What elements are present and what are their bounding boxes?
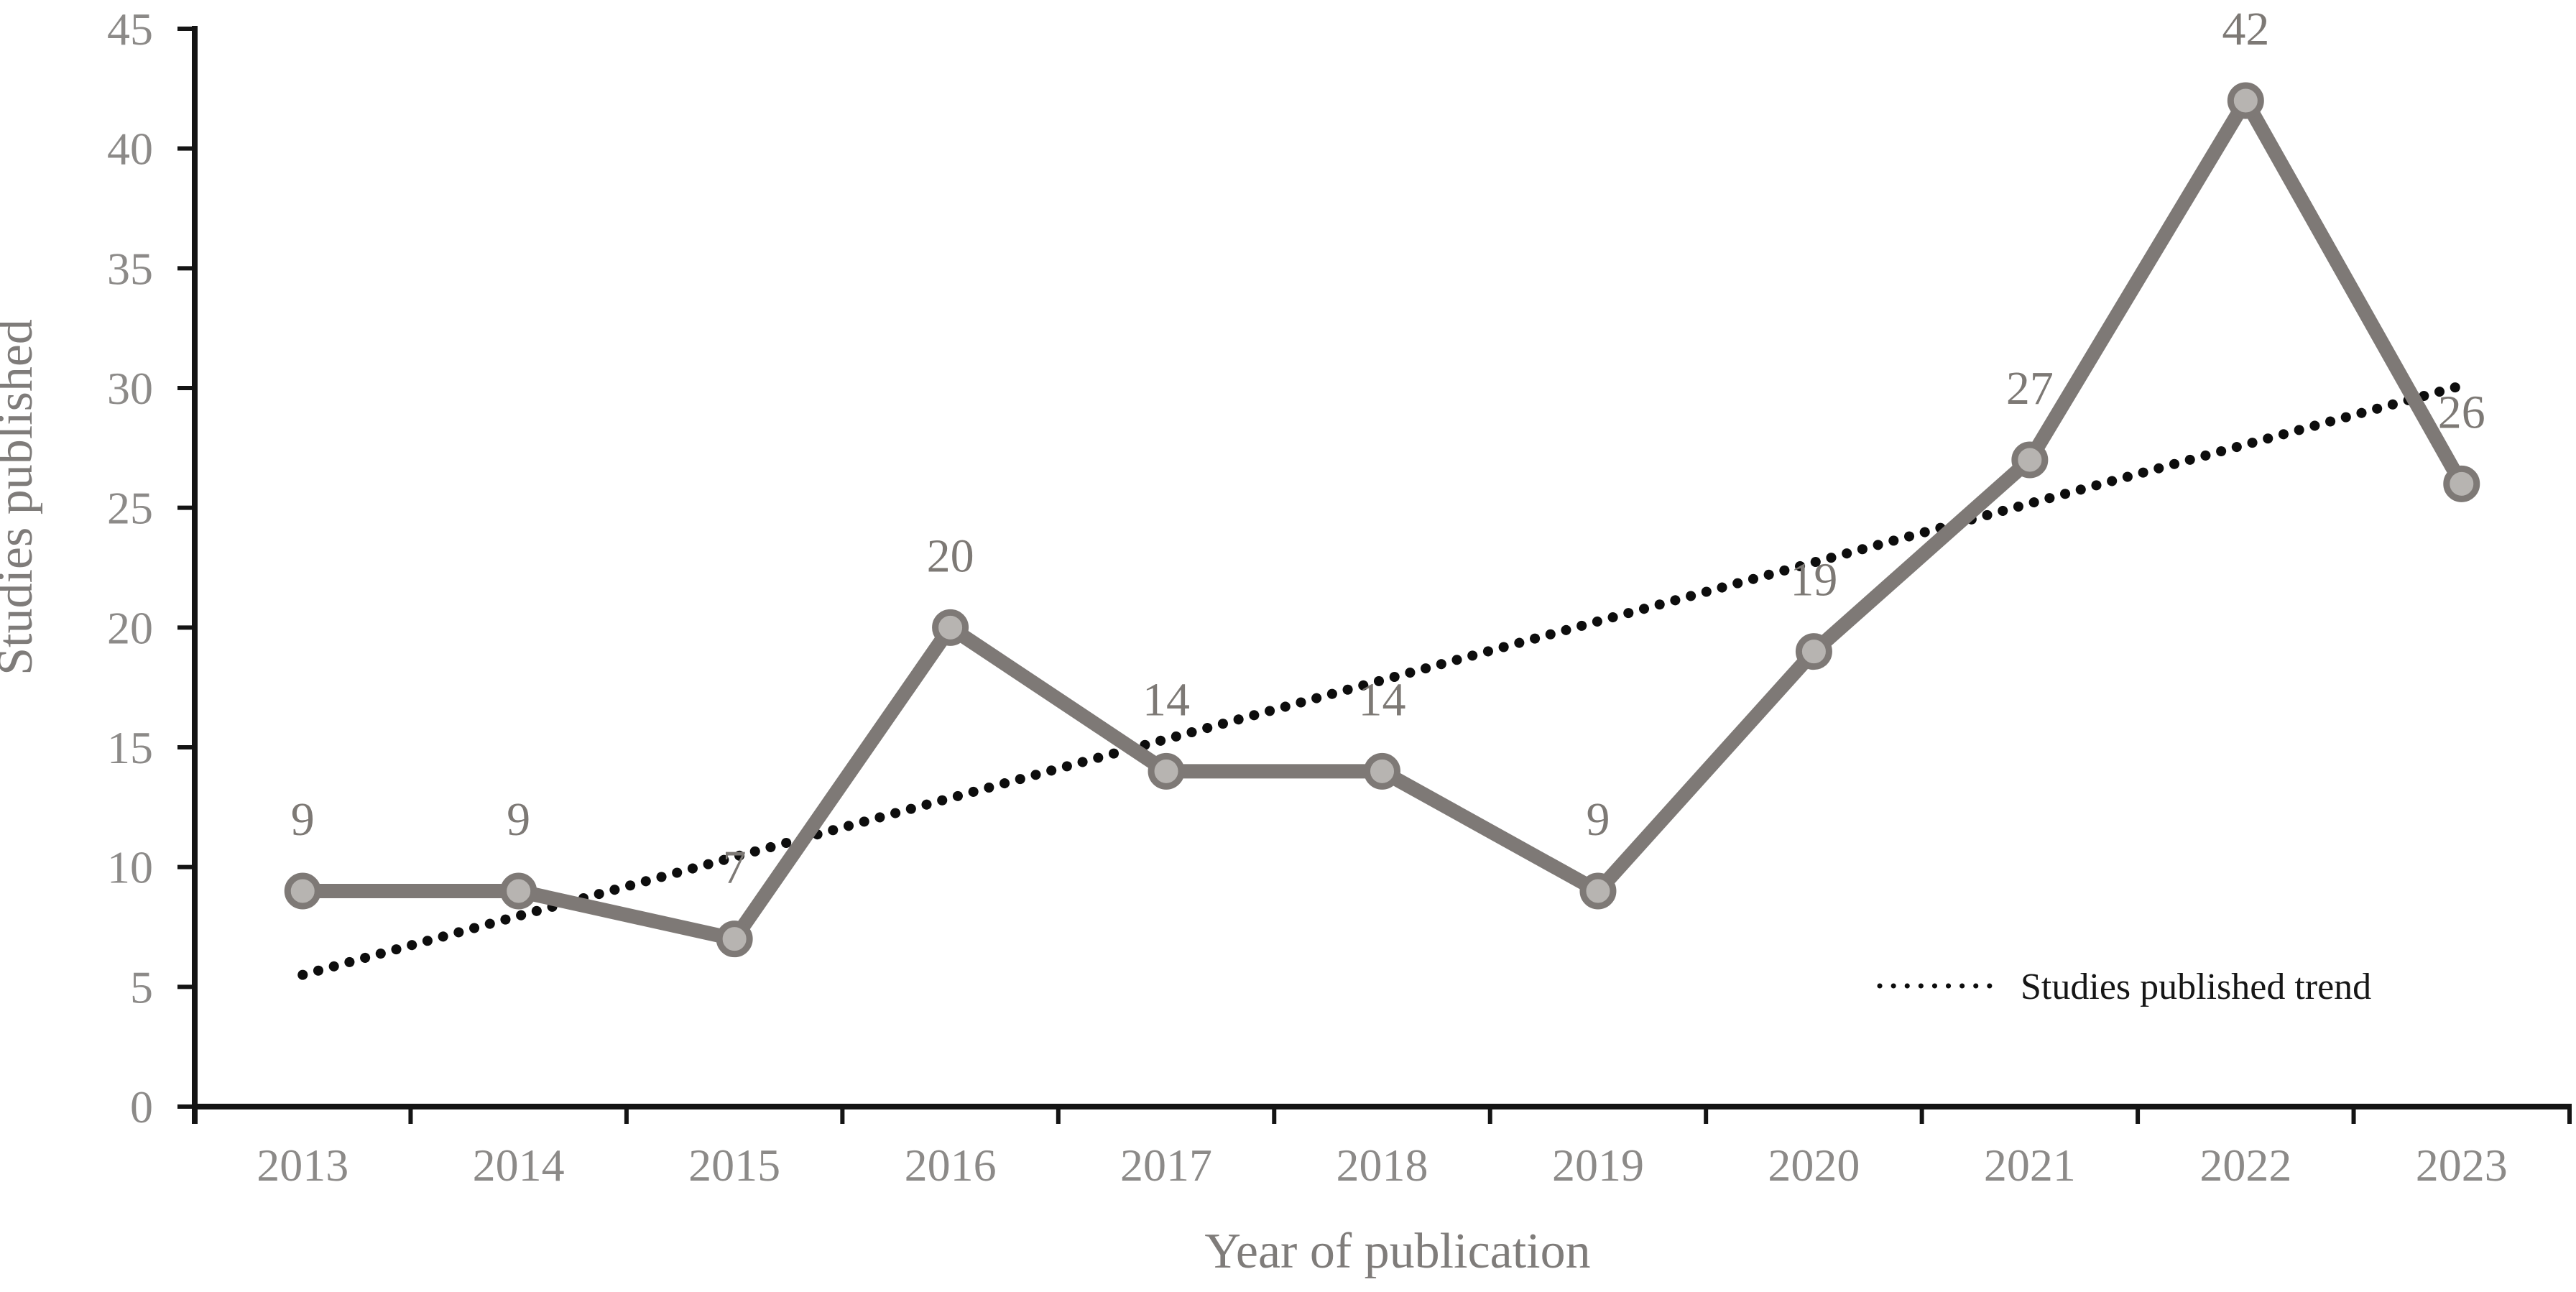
legend-trend-label: Studies published trend xyxy=(2021,966,2371,1007)
y-tick-label: 25 xyxy=(107,483,153,534)
y-tick-label: 35 xyxy=(107,243,153,294)
data-point-marker xyxy=(2443,465,2480,502)
y-tick-label: 10 xyxy=(107,842,153,893)
legend: Studies published trend xyxy=(1877,966,2371,1007)
data-point-marker xyxy=(1148,752,1185,790)
x-tick-label: 2015 xyxy=(688,1140,780,1191)
data-point-label: 42 xyxy=(2222,3,2269,55)
x-tick-label: 2020 xyxy=(1768,1140,1860,1191)
data-point-marker xyxy=(284,872,321,910)
x-tick-label: 2014 xyxy=(473,1140,565,1191)
data-point-marker xyxy=(2227,82,2264,119)
y-tick-label: 45 xyxy=(107,4,153,55)
data-point-label: 26 xyxy=(2438,386,2485,438)
data-point-label: 14 xyxy=(1359,673,1406,726)
x-tick-label: 2016 xyxy=(905,1140,997,1191)
x-tick-label: 2018 xyxy=(1337,1140,1428,1191)
y-tick-label: 0 xyxy=(130,1081,153,1132)
data-point-marker xyxy=(932,609,969,646)
x-axis-title: Year of publication xyxy=(1204,1224,1590,1279)
data-point-marker xyxy=(500,872,537,910)
data-point-label: 9 xyxy=(291,793,315,846)
data-point-label: 9 xyxy=(507,793,530,846)
x-tick-label: 2022 xyxy=(2199,1140,2291,1191)
data-point-marker xyxy=(716,920,753,958)
x-tick-label: 2013 xyxy=(257,1140,348,1191)
x-tick-label: 2023 xyxy=(2416,1140,2508,1191)
y-tick-label: 5 xyxy=(130,961,153,1012)
x-tick-label: 2021 xyxy=(1984,1140,2076,1191)
data-point-label: 19 xyxy=(1790,554,1837,606)
data-point-label: 27 xyxy=(2006,362,2054,415)
x-tick-label: 2017 xyxy=(1120,1140,1212,1191)
y-axis-title: Studies published xyxy=(0,319,43,675)
data-point-marker xyxy=(2011,441,2049,479)
data-point-label: 9 xyxy=(1586,793,1610,846)
y-tick-label: 30 xyxy=(107,363,153,414)
y-tick-label: 15 xyxy=(107,722,153,773)
data-point-marker xyxy=(1364,752,1400,790)
x-tick-label: 2019 xyxy=(1552,1140,1644,1191)
data-point-marker xyxy=(1795,633,1832,670)
data-point-label: 20 xyxy=(927,530,974,582)
series-line xyxy=(295,93,2469,946)
data-point-label: 7 xyxy=(723,841,747,894)
trendline-dotted xyxy=(297,380,2467,980)
y-tick-label: 20 xyxy=(107,602,153,653)
y-tick-label: 40 xyxy=(107,124,153,175)
data-point-marker xyxy=(1579,872,1617,910)
data-point-label: 14 xyxy=(1142,673,1190,726)
